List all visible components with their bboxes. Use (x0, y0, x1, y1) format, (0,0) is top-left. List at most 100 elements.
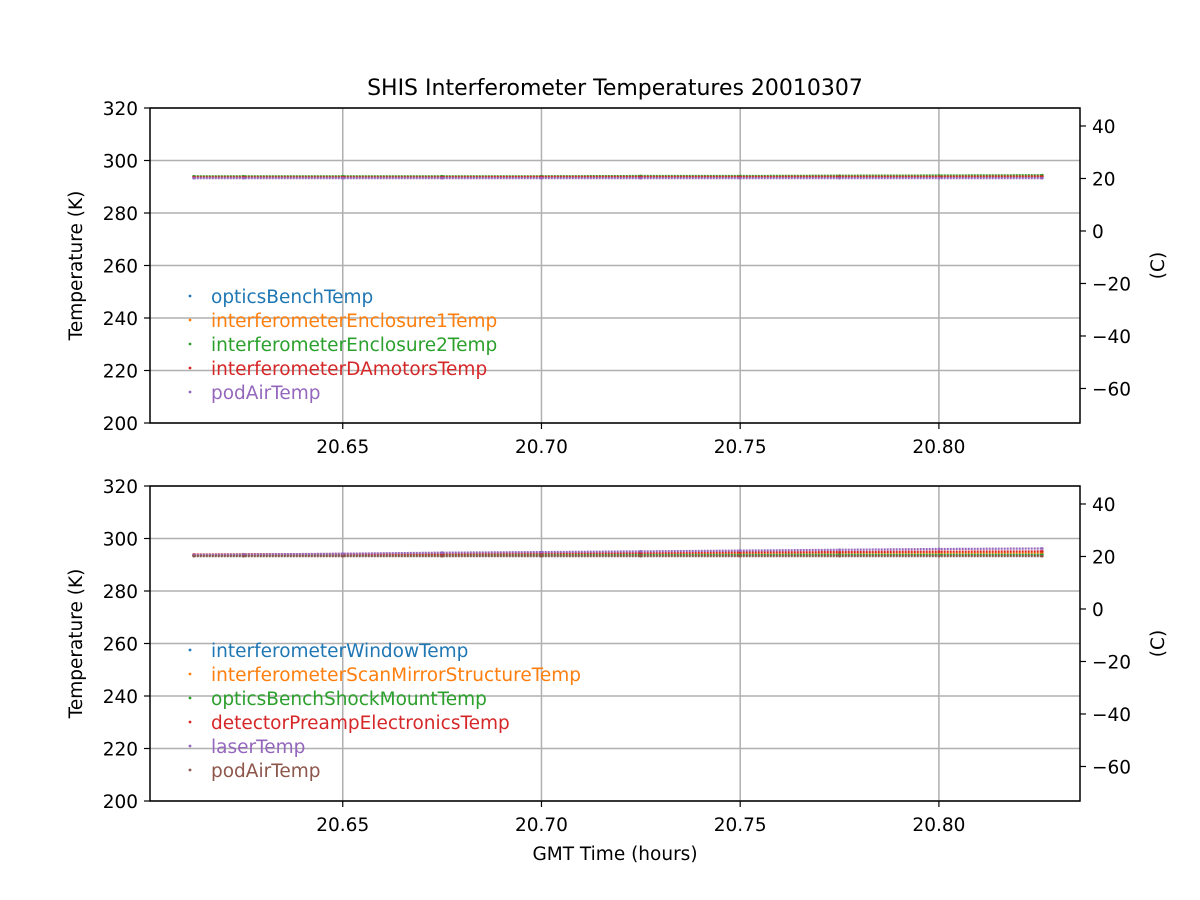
legend-label: interferometerScanMirrorStructureTemp (211, 665, 581, 686)
y-right-tick-label: −40 (1092, 327, 1131, 348)
y-right-tick-label: −60 (1092, 757, 1131, 778)
data-point (192, 554, 196, 558)
legend-marker (188, 720, 192, 724)
data-point (937, 550, 941, 554)
legend-label: detectorPreampElectronicsTemp (211, 713, 510, 734)
y-right-tick-label: 40 (1092, 117, 1116, 138)
series-podAirTemp (192, 176, 1044, 180)
legend-item: interferometerDAmotorsTemp (188, 359, 487, 380)
y-tick-label: 220 (103, 740, 138, 761)
data-point (937, 176, 941, 180)
legend-marker (188, 672, 192, 676)
y-right-tick-label: −20 (1092, 652, 1131, 673)
legend-item: podAirTemp (188, 383, 321, 404)
legend-label: laserTemp (211, 737, 305, 758)
legend-item: detectorPreampElectronicsTemp (188, 713, 510, 734)
legend-label: podAirTemp (211, 761, 321, 782)
y-tick-label: 320 (103, 477, 138, 498)
y-right-tick-label: −20 (1092, 274, 1131, 295)
legend-marker (188, 744, 192, 748)
y-tick-label: 260 (103, 635, 138, 656)
y-axis-label: Temperature (K) (66, 191, 87, 342)
series-podAirTemp (192, 554, 1044, 558)
x-tick-label: 20.65 (316, 815, 369, 836)
x-tick-label: 20.80 (912, 437, 965, 458)
legend-item: interferometerScanMirrorStructureTemp (188, 665, 581, 686)
y-tick-label: 320 (103, 99, 138, 120)
data-layer (192, 173, 1044, 180)
x-tick-label: 20.70 (515, 815, 568, 836)
legend-item: opticsBenchTemp (188, 287, 373, 308)
y-right-axis-label: (C) (1148, 252, 1169, 279)
data-point (639, 554, 643, 558)
x-tick-label: 20.75 (714, 437, 767, 458)
x-tick-label: 20.65 (316, 437, 369, 458)
data-point (341, 176, 345, 180)
data-point (1040, 547, 1044, 550)
y-tick-label: 240 (103, 687, 138, 708)
series-trace (193, 547, 1043, 557)
data-point (838, 176, 841, 180)
legend-marker (188, 342, 192, 346)
data-point (1040, 176, 1044, 180)
chart-title: SHIS Interferometer Temperatures 2001030… (367, 76, 863, 101)
y-right-tick-label: 0 (1092, 600, 1104, 621)
y-right-tick-label: −40 (1092, 705, 1131, 726)
y-tick-label: 300 (103, 152, 138, 173)
data-point (192, 176, 196, 180)
legend-item: podAirTemp (188, 761, 321, 782)
data-point (540, 554, 543, 558)
y-tick-label: 260 (103, 257, 138, 278)
y-tick-label: 200 (103, 414, 138, 435)
data-point (440, 176, 444, 180)
legend-item: laserTemp (188, 737, 305, 758)
data-point (639, 549, 643, 553)
data-point (738, 554, 742, 558)
y-right-tick-label: 20 (1092, 547, 1116, 568)
top-panel: 20.65 20.70 20.75 20.8020022024026028030032… (66, 99, 1169, 458)
bottom-panel: 20.65 20.70 20.75 20.8020022024026028030032… (66, 477, 1169, 865)
y-right-tick-label: 40 (1092, 495, 1116, 516)
y-right-tick-label: −60 (1092, 379, 1131, 400)
data-point (1040, 554, 1044, 558)
legend-item: interferometerEnclosure2Temp (188, 335, 497, 356)
legend-item: interferometerWindowTemp (188, 641, 468, 662)
legend-marker (188, 390, 192, 394)
legend-label: interferometerWindowTemp (211, 641, 468, 662)
legend-item: interferometerEnclosure1Temp (188, 311, 497, 332)
data-point (341, 552, 345, 556)
data-point (838, 550, 841, 554)
y-tick-label: 280 (103, 582, 138, 603)
data-point (540, 550, 543, 554)
data-point (937, 547, 941, 551)
legend-item: opticsBenchShockMountTemp (188, 689, 487, 710)
data-point (1040, 549, 1044, 553)
data-point (738, 176, 742, 180)
y-right-axis-label: (C) (1148, 630, 1169, 657)
y-right-tick-label: 0 (1092, 222, 1104, 243)
data-point (241, 554, 245, 558)
y-tick-label: 280 (103, 204, 138, 225)
legend-marker (188, 768, 192, 772)
data-point (440, 554, 444, 558)
legend-label: opticsBenchTemp (211, 287, 373, 308)
legend-marker (188, 318, 192, 322)
x-tick-label: 20.80 (912, 815, 965, 836)
data-point (639, 176, 643, 180)
data-point (937, 554, 941, 558)
data-layer (192, 547, 1044, 558)
x-tick-label: 20.70 (515, 437, 568, 458)
y-tick-label: 240 (103, 309, 138, 330)
legend-label: podAirTemp (211, 383, 321, 404)
y-right-tick-label: 20 (1092, 169, 1116, 190)
legend-marker (188, 366, 192, 370)
data-point (838, 548, 841, 552)
y-tick-label: 300 (103, 530, 138, 551)
legend-marker (188, 648, 192, 652)
legend-label: opticsBenchShockMountTemp (211, 689, 487, 710)
y-axis-label: Temperature (K) (66, 569, 87, 720)
legend-marker (188, 294, 192, 298)
legend-marker (188, 696, 192, 700)
